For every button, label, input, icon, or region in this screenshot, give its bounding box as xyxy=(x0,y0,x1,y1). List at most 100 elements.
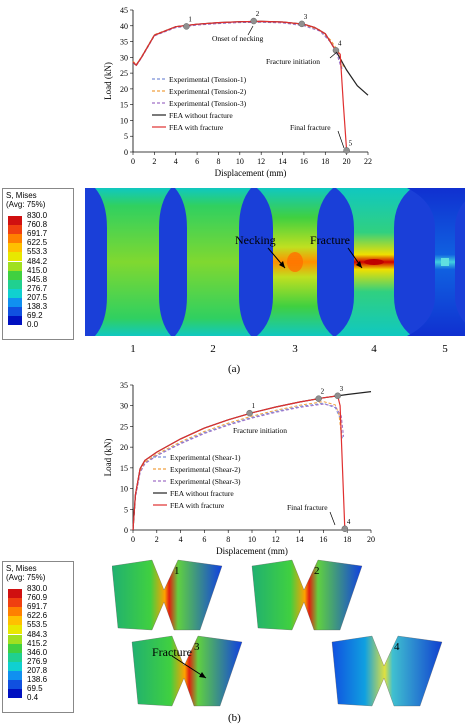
necking-arrowhead xyxy=(279,261,285,268)
annotation: Final fracture xyxy=(290,123,331,132)
data-point xyxy=(315,395,322,402)
specimen-label: 5 xyxy=(442,343,448,355)
legend-color-band xyxy=(8,689,22,699)
legend-color-band xyxy=(8,216,22,226)
legend-entry: FEA with fracture xyxy=(169,123,224,132)
legend-color-band xyxy=(8,297,22,307)
legend-color-band xyxy=(8,316,22,326)
legend-value: 691.7 xyxy=(27,602,48,612)
legend-value: 553.3 xyxy=(27,247,48,257)
legend-color-band xyxy=(8,288,22,298)
fracture-arrowhead-a xyxy=(356,261,362,268)
x-tick-label: 8 xyxy=(216,157,220,166)
legend-value: 760.8 xyxy=(27,220,48,230)
legend-entry: Experimental (Tension-3) xyxy=(169,99,247,108)
legend-color-band xyxy=(8,270,22,280)
annotation: Fracture initiation xyxy=(233,426,287,435)
series-line xyxy=(132,395,346,531)
shear-specimens: Fracture 1 2 3 4 xyxy=(112,559,443,707)
x-axis-label: Displacement (mm) xyxy=(215,168,287,178)
y-tick-label: 10 xyxy=(120,116,128,125)
fracture-arrowhead-b xyxy=(199,672,206,678)
x-tick-label: 18 xyxy=(321,157,329,166)
point-label: 2 xyxy=(321,388,325,396)
legend-value: 691.7 xyxy=(27,229,48,239)
legend-title: S, Mises xyxy=(6,191,37,200)
legend-value: 830.0 xyxy=(27,211,48,220)
legend-color-band xyxy=(8,616,22,626)
legend-color-band xyxy=(8,607,22,617)
x-tick-label: 20 xyxy=(343,157,351,166)
legend-value: 346.0 xyxy=(27,647,48,657)
x-tick-label: 16 xyxy=(300,157,308,166)
tension-specimen xyxy=(407,188,465,336)
necking-zone xyxy=(287,252,303,272)
legend-entry: Experimental (Tension-2) xyxy=(169,87,247,96)
annotation-arrow xyxy=(329,51,338,59)
y-tick-label: 25 xyxy=(120,69,128,78)
legend-color-band xyxy=(8,307,22,317)
caption-a: (a) xyxy=(228,363,241,375)
fracture-zone xyxy=(364,259,384,265)
shear-specimen xyxy=(331,635,443,707)
x-tick-label: 6 xyxy=(195,157,199,166)
legend-value: 622.5 xyxy=(27,238,48,248)
x-tick-label: 2 xyxy=(155,535,159,544)
data-point xyxy=(334,392,341,400)
x-tick-label: 4 xyxy=(179,535,183,544)
legend-color-band xyxy=(8,670,22,680)
specimen-label: 3 xyxy=(292,343,298,355)
legend-value: 553.5 xyxy=(27,620,48,630)
specimen-label: 2 xyxy=(314,565,320,577)
necking-label: Necking xyxy=(235,233,276,247)
point-label: 3 xyxy=(304,13,308,21)
x-tick-label: 14 xyxy=(296,535,304,544)
y-axis-label: Load (kN) xyxy=(103,62,113,100)
legend-color-band xyxy=(8,643,22,653)
data-point xyxy=(246,409,253,417)
y-tick-label: 20 xyxy=(120,85,128,94)
x-tick-label: 10 xyxy=(236,157,244,166)
y-tick-label: 15 xyxy=(120,101,128,110)
legend-value: 138.6 xyxy=(27,675,48,684)
legend-color-band xyxy=(8,225,22,235)
legend-color-band xyxy=(8,652,22,662)
y-tick-label: 25 xyxy=(120,422,128,431)
y-tick-label: 0 xyxy=(124,526,128,535)
y-tick-label: 35 xyxy=(120,38,128,47)
legend-value: 0.4 xyxy=(27,693,39,703)
y-tick-label: 35 xyxy=(120,381,128,390)
x-tick-label: 0 xyxy=(131,535,135,544)
annotation-arrow xyxy=(247,25,254,36)
x-tick-label: 12 xyxy=(272,535,280,544)
tension-specimen xyxy=(175,188,251,336)
series-line xyxy=(132,20,369,96)
specimen-label: 2 xyxy=(210,343,216,355)
annotation: Final fracture xyxy=(287,503,328,512)
specimen-label: 1 xyxy=(174,565,180,577)
y-tick-label: 40 xyxy=(120,22,128,31)
legend-value: 207.8 xyxy=(27,665,48,675)
legend-value: 345.8 xyxy=(27,274,48,284)
fracture-label-a: Fracture xyxy=(310,233,350,247)
legend-subtitle: (Avg: 75%) xyxy=(6,200,46,209)
legend-value: 276.9 xyxy=(27,656,48,666)
x-tick-label: 12 xyxy=(257,157,265,166)
legend-value: 415.2 xyxy=(27,638,48,648)
data-point xyxy=(332,47,340,54)
specimen-label: 3 xyxy=(194,641,200,653)
legend-value: 276.7 xyxy=(27,283,48,293)
y-tick-label: 30 xyxy=(120,402,128,411)
shear-specimen xyxy=(112,559,223,631)
annotation: Onset of necking xyxy=(212,34,263,43)
x-tick-label: 0 xyxy=(131,157,135,166)
fracture-label-b: Fracture xyxy=(152,645,192,659)
x-tick-label: 8 xyxy=(226,535,230,544)
legend-value: 0.0 xyxy=(27,320,39,330)
point-label: 4 xyxy=(347,518,351,526)
x-tick-label: 16 xyxy=(319,535,327,544)
legend-color-band xyxy=(8,680,22,690)
legend-color-band xyxy=(8,661,22,671)
x-tick-label: 14 xyxy=(279,157,287,166)
x-tick-label: 10 xyxy=(248,535,256,544)
